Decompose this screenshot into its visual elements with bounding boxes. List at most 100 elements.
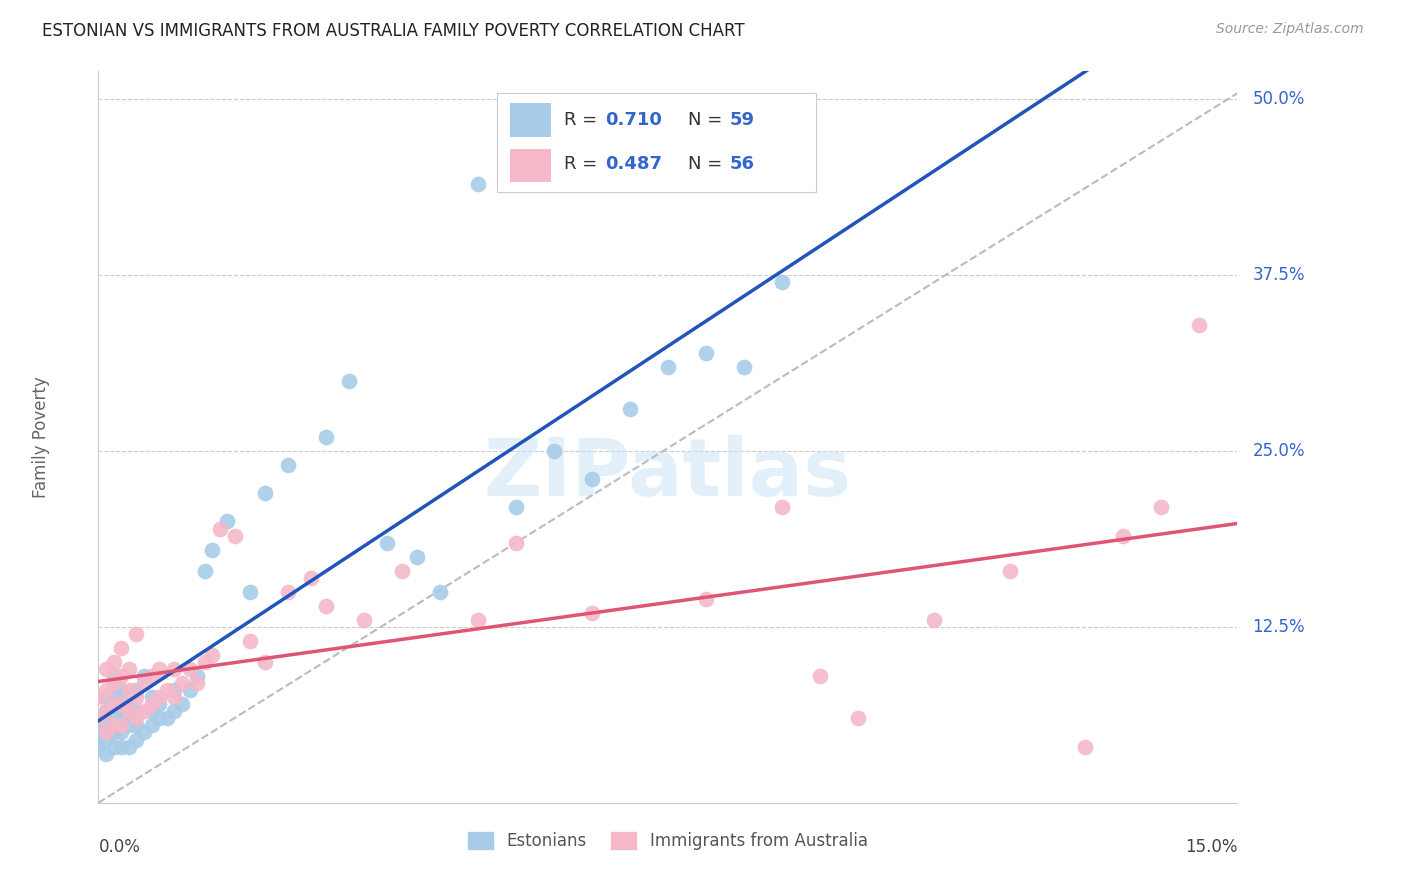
Point [148, 698, 170, 712]
Point [239, 634, 262, 648]
Point [125, 705, 148, 719]
Point [201, 648, 224, 662]
Point [505, 500, 527, 515]
Point [179, 683, 201, 698]
Point [163, 662, 186, 676]
Point [467, 177, 489, 191]
Point [87, 739, 110, 754]
Point [1112, 528, 1135, 542]
Point [217, 515, 239, 529]
Point [118, 662, 141, 676]
Point [94, 705, 117, 719]
Text: ZIPatlas: ZIPatlas [484, 434, 852, 513]
Text: ESTONIAN VS IMMIGRANTS FROM AUSTRALIA FAMILY POVERTY CORRELATION CHART: ESTONIAN VS IMMIGRANTS FROM AUSTRALIA FA… [42, 22, 745, 40]
Point [125, 690, 148, 705]
Point [254, 486, 277, 500]
Point [179, 662, 201, 676]
Point [315, 599, 337, 613]
Point [186, 676, 208, 690]
Point [103, 698, 125, 712]
Point [581, 472, 603, 486]
Point [808, 669, 831, 683]
Point [103, 725, 125, 739]
Point [103, 669, 125, 683]
Point [1150, 500, 1173, 515]
Point [94, 690, 117, 705]
Point [125, 732, 148, 747]
Point [141, 718, 163, 732]
Point [118, 739, 141, 754]
Point [186, 669, 208, 683]
Text: Family Poverty: Family Poverty [32, 376, 51, 498]
Point [118, 683, 141, 698]
Point [110, 711, 132, 725]
Point [103, 711, 125, 725]
Point [239, 584, 262, 599]
Point [103, 739, 125, 754]
Point [194, 564, 217, 578]
Point [998, 564, 1021, 578]
Point [148, 711, 170, 725]
Point [391, 564, 413, 578]
Point [170, 698, 193, 712]
Point [353, 613, 375, 627]
Text: 50.0%: 50.0% [1253, 90, 1305, 109]
Point [103, 683, 125, 698]
Point [125, 718, 148, 732]
Point [141, 698, 163, 712]
Point [118, 690, 141, 705]
Text: 0.0%: 0.0% [98, 838, 141, 856]
Point [254, 655, 277, 669]
Point [132, 725, 155, 739]
Point [141, 669, 163, 683]
Point [103, 676, 125, 690]
Point [125, 627, 148, 641]
Point [1188, 318, 1211, 332]
Point [770, 276, 793, 290]
Point [170, 676, 193, 690]
Point [110, 641, 132, 656]
Text: 37.5%: 37.5% [1253, 267, 1305, 285]
Point [141, 705, 163, 719]
Point [695, 345, 717, 359]
Point [132, 676, 155, 690]
Point [299, 571, 322, 585]
Point [277, 458, 299, 473]
Text: Source: ZipAtlas.com: Source: ZipAtlas.com [1216, 22, 1364, 37]
Point [132, 705, 155, 719]
Point [103, 718, 125, 732]
Point [467, 613, 489, 627]
Point [163, 705, 186, 719]
Point [201, 542, 224, 557]
Point [733, 359, 755, 374]
Point [163, 690, 186, 705]
Point [505, 535, 527, 549]
Point [110, 739, 132, 754]
Point [337, 374, 360, 388]
Point [163, 683, 186, 698]
Point [110, 725, 132, 739]
Point [110, 718, 132, 732]
Point [94, 725, 117, 739]
Point [581, 606, 603, 620]
Point [103, 655, 125, 669]
Point [141, 690, 163, 705]
Point [922, 613, 945, 627]
Point [110, 683, 132, 698]
Point [118, 705, 141, 719]
Point [94, 732, 117, 747]
Point [125, 683, 148, 698]
Point [87, 711, 110, 725]
Point [375, 535, 398, 549]
Point [657, 359, 679, 374]
Point [224, 528, 246, 542]
Legend: Estonians, Immigrants from Australia: Estonians, Immigrants from Australia [461, 825, 875, 856]
Point [619, 401, 641, 416]
Point [94, 747, 117, 761]
Point [110, 669, 132, 683]
Point [110, 698, 132, 712]
Point [208, 521, 231, 535]
Point [118, 718, 141, 732]
Point [543, 444, 565, 458]
Point [277, 584, 299, 599]
